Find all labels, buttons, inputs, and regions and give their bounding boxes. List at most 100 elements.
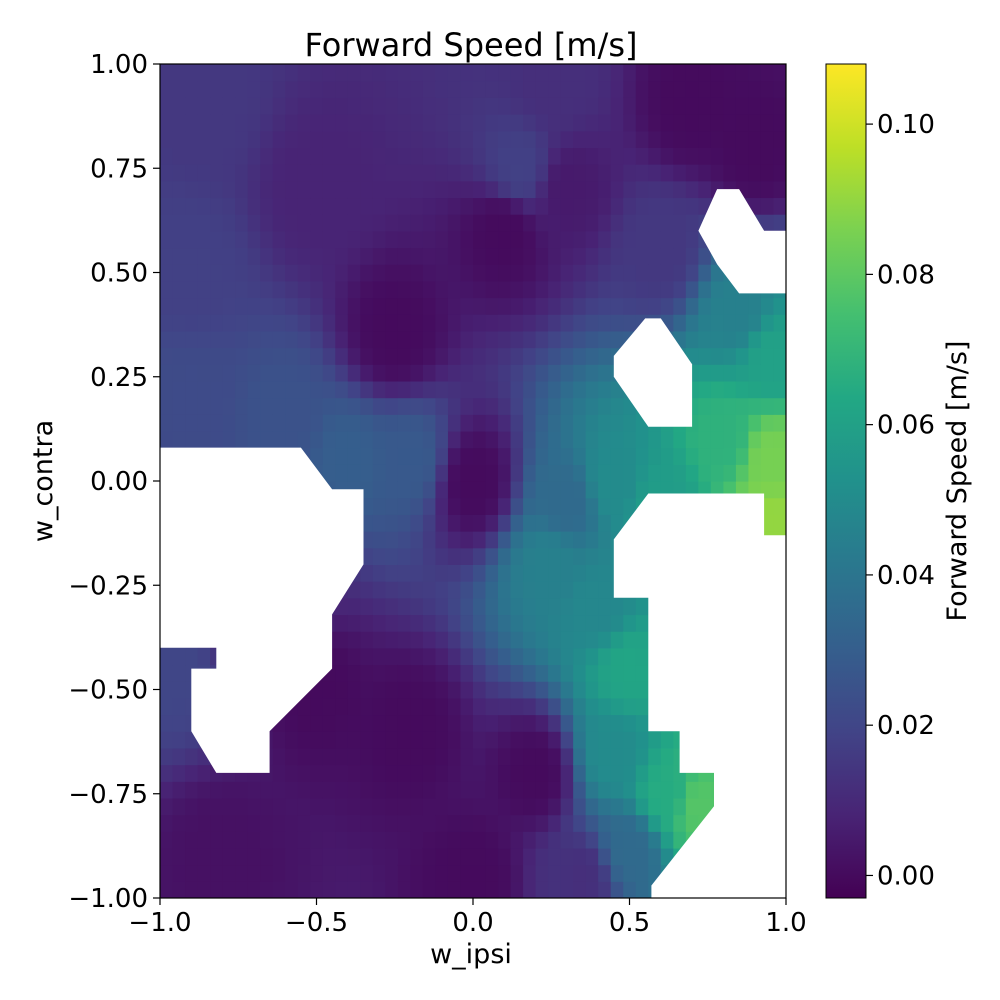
- heatmap-cell: [235, 214, 249, 232]
- heatmap-cell: [197, 380, 211, 399]
- heatmap-cell: [185, 80, 199, 98]
- heatmap-cell: [485, 581, 499, 599]
- heatmap-cell: [585, 764, 599, 782]
- heatmap-cell: [322, 297, 336, 315]
- heatmap-cell: [410, 80, 424, 98]
- heatmap-cell: [210, 280, 224, 299]
- heatmap-cell: [360, 280, 374, 299]
- heatmap-cell: [585, 647, 599, 666]
- heatmap-cell: [335, 114, 349, 132]
- heatmap-cell: [422, 297, 437, 315]
- heatmap-cell: [247, 831, 261, 849]
- heatmap-cell: [322, 364, 336, 382]
- heatmap-cell: [535, 180, 549, 199]
- heatmap-cell: [485, 881, 499, 898]
- heatmap-cell: [185, 764, 199, 782]
- heatmap-cell: [422, 414, 437, 432]
- colorbar-label: Forward Speed [m/s]: [942, 341, 973, 622]
- heatmap-cell: [498, 264, 512, 282]
- heatmap-cell: [498, 814, 512, 832]
- heatmap-cell: [260, 330, 274, 349]
- heatmap-cell: [585, 164, 599, 182]
- heatmap-cell: [598, 280, 612, 299]
- heatmap-cell: [560, 264, 574, 282]
- heatmap-cell: [598, 864, 612, 882]
- heatmap-cell: [160, 647, 174, 666]
- heatmap-cell: [335, 881, 349, 898]
- heatmap-cell: [560, 414, 574, 432]
- heatmap-cell: [610, 247, 624, 265]
- heatmap-cell: [723, 64, 737, 82]
- heatmap-cell: [673, 781, 687, 799]
- heatmap-cell: [610, 330, 624, 349]
- heatmap-cell: [447, 130, 462, 148]
- heatmap-cell: [272, 147, 286, 165]
- heatmap-cell: [648, 430, 662, 449]
- heatmap-cell: [260, 214, 274, 232]
- heatmap-cell: [573, 247, 587, 265]
- heatmap-cell: [422, 197, 437, 215]
- heatmap-cell: [172, 114, 186, 132]
- heatmap-cell: [385, 831, 399, 849]
- heatmap-cell: [560, 597, 574, 616]
- heatmap-cell: [260, 430, 274, 449]
- heatmap-cell: [360, 864, 374, 882]
- heatmap-cell: [260, 380, 274, 399]
- heatmap-cell: [410, 564, 424, 582]
- heatmap-cell: [548, 747, 562, 766]
- heatmap-cell: [247, 80, 261, 98]
- heatmap-cell: [435, 180, 449, 199]
- heatmap-cell: [498, 597, 512, 616]
- heatmap-cell: [247, 130, 261, 148]
- heatmap-cell: [372, 881, 386, 898]
- heatmap-cell: [335, 97, 349, 115]
- heatmap-cell: [172, 397, 186, 415]
- heatmap-cell: [498, 747, 512, 766]
- heatmap-cell: [235, 80, 249, 98]
- heatmap-cell: [160, 664, 174, 682]
- heatmap-cell: [372, 430, 386, 449]
- heatmap-cell: [410, 364, 424, 382]
- heatmap-cell: [397, 797, 411, 816]
- heatmap-cell: [485, 797, 499, 816]
- heatmap-cell: [397, 714, 411, 732]
- heatmap-cell: [510, 514, 524, 532]
- heatmap-cell: [372, 614, 386, 632]
- heatmap-cell: [272, 180, 286, 199]
- heatmap-cell: [272, 297, 286, 315]
- heatmap-cell: [247, 430, 261, 449]
- heatmap-cell: [710, 314, 724, 332]
- heatmap-cell: [322, 64, 336, 82]
- heatmap-cell: [435, 864, 449, 882]
- heatmap-cell: [410, 197, 424, 215]
- heatmap-cell: [760, 380, 775, 399]
- heatmap-cell: [347, 147, 361, 165]
- heatmap-cell: [485, 97, 499, 115]
- heatmap-cell: [735, 330, 750, 349]
- heatmap-cell: [773, 514, 786, 532]
- heatmap-cell: [673, 64, 687, 82]
- heatmap-cell: [322, 347, 336, 365]
- heatmap-cell: [460, 147, 474, 165]
- heatmap-cell: [160, 147, 174, 165]
- heatmap-cell: [372, 197, 386, 215]
- heatmap-cell: [523, 330, 537, 349]
- heatmap-cell: [422, 330, 437, 349]
- heatmap-cell: [247, 380, 261, 399]
- heatmap-cell: [422, 80, 437, 98]
- x-tick-label: 1.0: [765, 908, 806, 938]
- heatmap-cell: [560, 814, 574, 832]
- heatmap-cell: [623, 180, 637, 199]
- heatmap-cell: [535, 681, 549, 699]
- heatmap-cell: [648, 147, 662, 165]
- heatmap-cell: [360, 781, 374, 799]
- heatmap-cell: [698, 364, 712, 382]
- heatmap-cell: [535, 764, 549, 782]
- heatmap-cell: [235, 881, 249, 898]
- heatmap-cell: [573, 797, 587, 816]
- heatmap-cell: [297, 697, 311, 716]
- heatmap-cell: [598, 831, 612, 849]
- heatmap-cell: [372, 731, 386, 749]
- heatmap-cell: [347, 631, 361, 649]
